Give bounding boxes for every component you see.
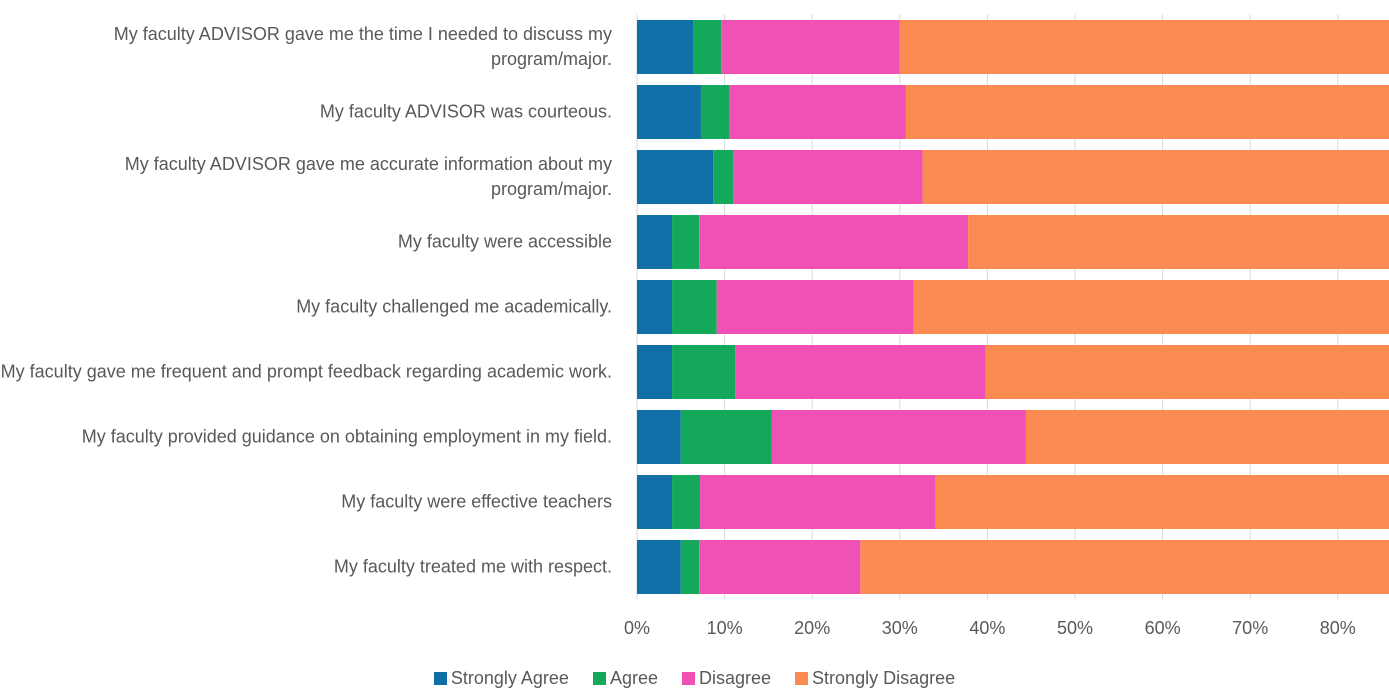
bar-segment bbox=[713, 150, 734, 204]
y-tick-label: My faculty gave me frequent and prompt f… bbox=[0, 361, 612, 382]
legend-label: Strongly Disagree bbox=[812, 668, 956, 688]
bar-segment bbox=[637, 540, 681, 594]
legend-item: Strongly Disagree bbox=[795, 668, 955, 689]
bar-segment bbox=[672, 280, 717, 334]
x-tick-label: 0% bbox=[624, 618, 650, 638]
bar-segment bbox=[728, 85, 906, 139]
y-tick-label: My faculty were effective teachers bbox=[341, 491, 612, 512]
bar-segment bbox=[860, 540, 1389, 594]
bar-segment bbox=[922, 150, 1389, 204]
bar-segment bbox=[905, 85, 1389, 139]
bar-segment bbox=[935, 475, 1389, 529]
bar-segment bbox=[700, 85, 729, 139]
bar-segment bbox=[721, 20, 900, 74]
bar-segment bbox=[1025, 410, 1389, 464]
bar-segment bbox=[735, 345, 986, 399]
legend-item: Agree bbox=[592, 668, 658, 689]
y-tick-label: My faculty ADVISOR was courteous. bbox=[319, 101, 612, 122]
y-tick-label: My faculty ADVISOR gave me the time I ne… bbox=[113, 24, 612, 69]
bar-segment bbox=[968, 215, 1389, 269]
legend-swatch bbox=[682, 672, 695, 685]
bar-segment bbox=[771, 410, 1026, 464]
bar-segment bbox=[700, 475, 936, 529]
legend-swatch bbox=[795, 672, 809, 685]
legend-label: Strongly Agree bbox=[450, 668, 569, 688]
bar-segment bbox=[637, 345, 673, 399]
bar-segment bbox=[699, 215, 969, 269]
legend: Strongly Agree Agree Disagree Strongly Disa… bbox=[0, 668, 1389, 689]
y-tick-label: My faculty challenged me academically. bbox=[296, 296, 612, 317]
legend-label: Disagree bbox=[699, 668, 772, 688]
y-tick-label: My faculty were accessible bbox=[397, 231, 612, 252]
bar-segment bbox=[716, 280, 914, 334]
y-tick-label: My faculty ADVISOR gave me accurate info… bbox=[124, 154, 612, 199]
y-tick-label: My faculty provided guidance on obtainin… bbox=[81, 426, 612, 447]
bar-segment bbox=[985, 345, 1389, 399]
bar-segment bbox=[637, 410, 681, 464]
bar-segment bbox=[733, 150, 923, 204]
legend-swatch bbox=[592, 672, 606, 685]
bar-segment bbox=[637, 475, 673, 529]
bar-segment bbox=[913, 280, 1389, 334]
bar-segment bbox=[672, 345, 736, 399]
x-tick-label: 50% bbox=[1057, 618, 1093, 638]
legend-item: Strongly Agree bbox=[433, 668, 569, 689]
x-tick-label: 10% bbox=[707, 618, 743, 638]
bar-segment bbox=[899, 20, 1389, 74]
x-tick-label: 20% bbox=[794, 618, 830, 638]
bar-segment bbox=[699, 540, 861, 594]
bar-segment bbox=[672, 215, 700, 269]
bar-segment bbox=[637, 20, 694, 74]
bar-segment bbox=[693, 20, 722, 74]
bar-segment bbox=[637, 150, 714, 204]
bar-segment bbox=[637, 280, 673, 334]
x-tick-label: 60% bbox=[1145, 618, 1181, 638]
x-tick-label: 70% bbox=[1232, 618, 1268, 638]
x-tick-label: 30% bbox=[882, 618, 918, 638]
bar-segment bbox=[637, 215, 673, 269]
bar-segment bbox=[637, 85, 701, 139]
x-tick-label: 40% bbox=[969, 618, 1005, 638]
bar-segment bbox=[672, 475, 701, 529]
legend-item: Disagree bbox=[682, 668, 771, 689]
legend-label: Agree bbox=[609, 668, 658, 688]
legend-swatch bbox=[433, 672, 447, 685]
y-tick-label: My faculty treated me with respect. bbox=[333, 556, 612, 577]
bar-segment bbox=[680, 540, 700, 594]
x-tick-label: 80% bbox=[1320, 618, 1356, 638]
bar-segment bbox=[680, 410, 772, 464]
